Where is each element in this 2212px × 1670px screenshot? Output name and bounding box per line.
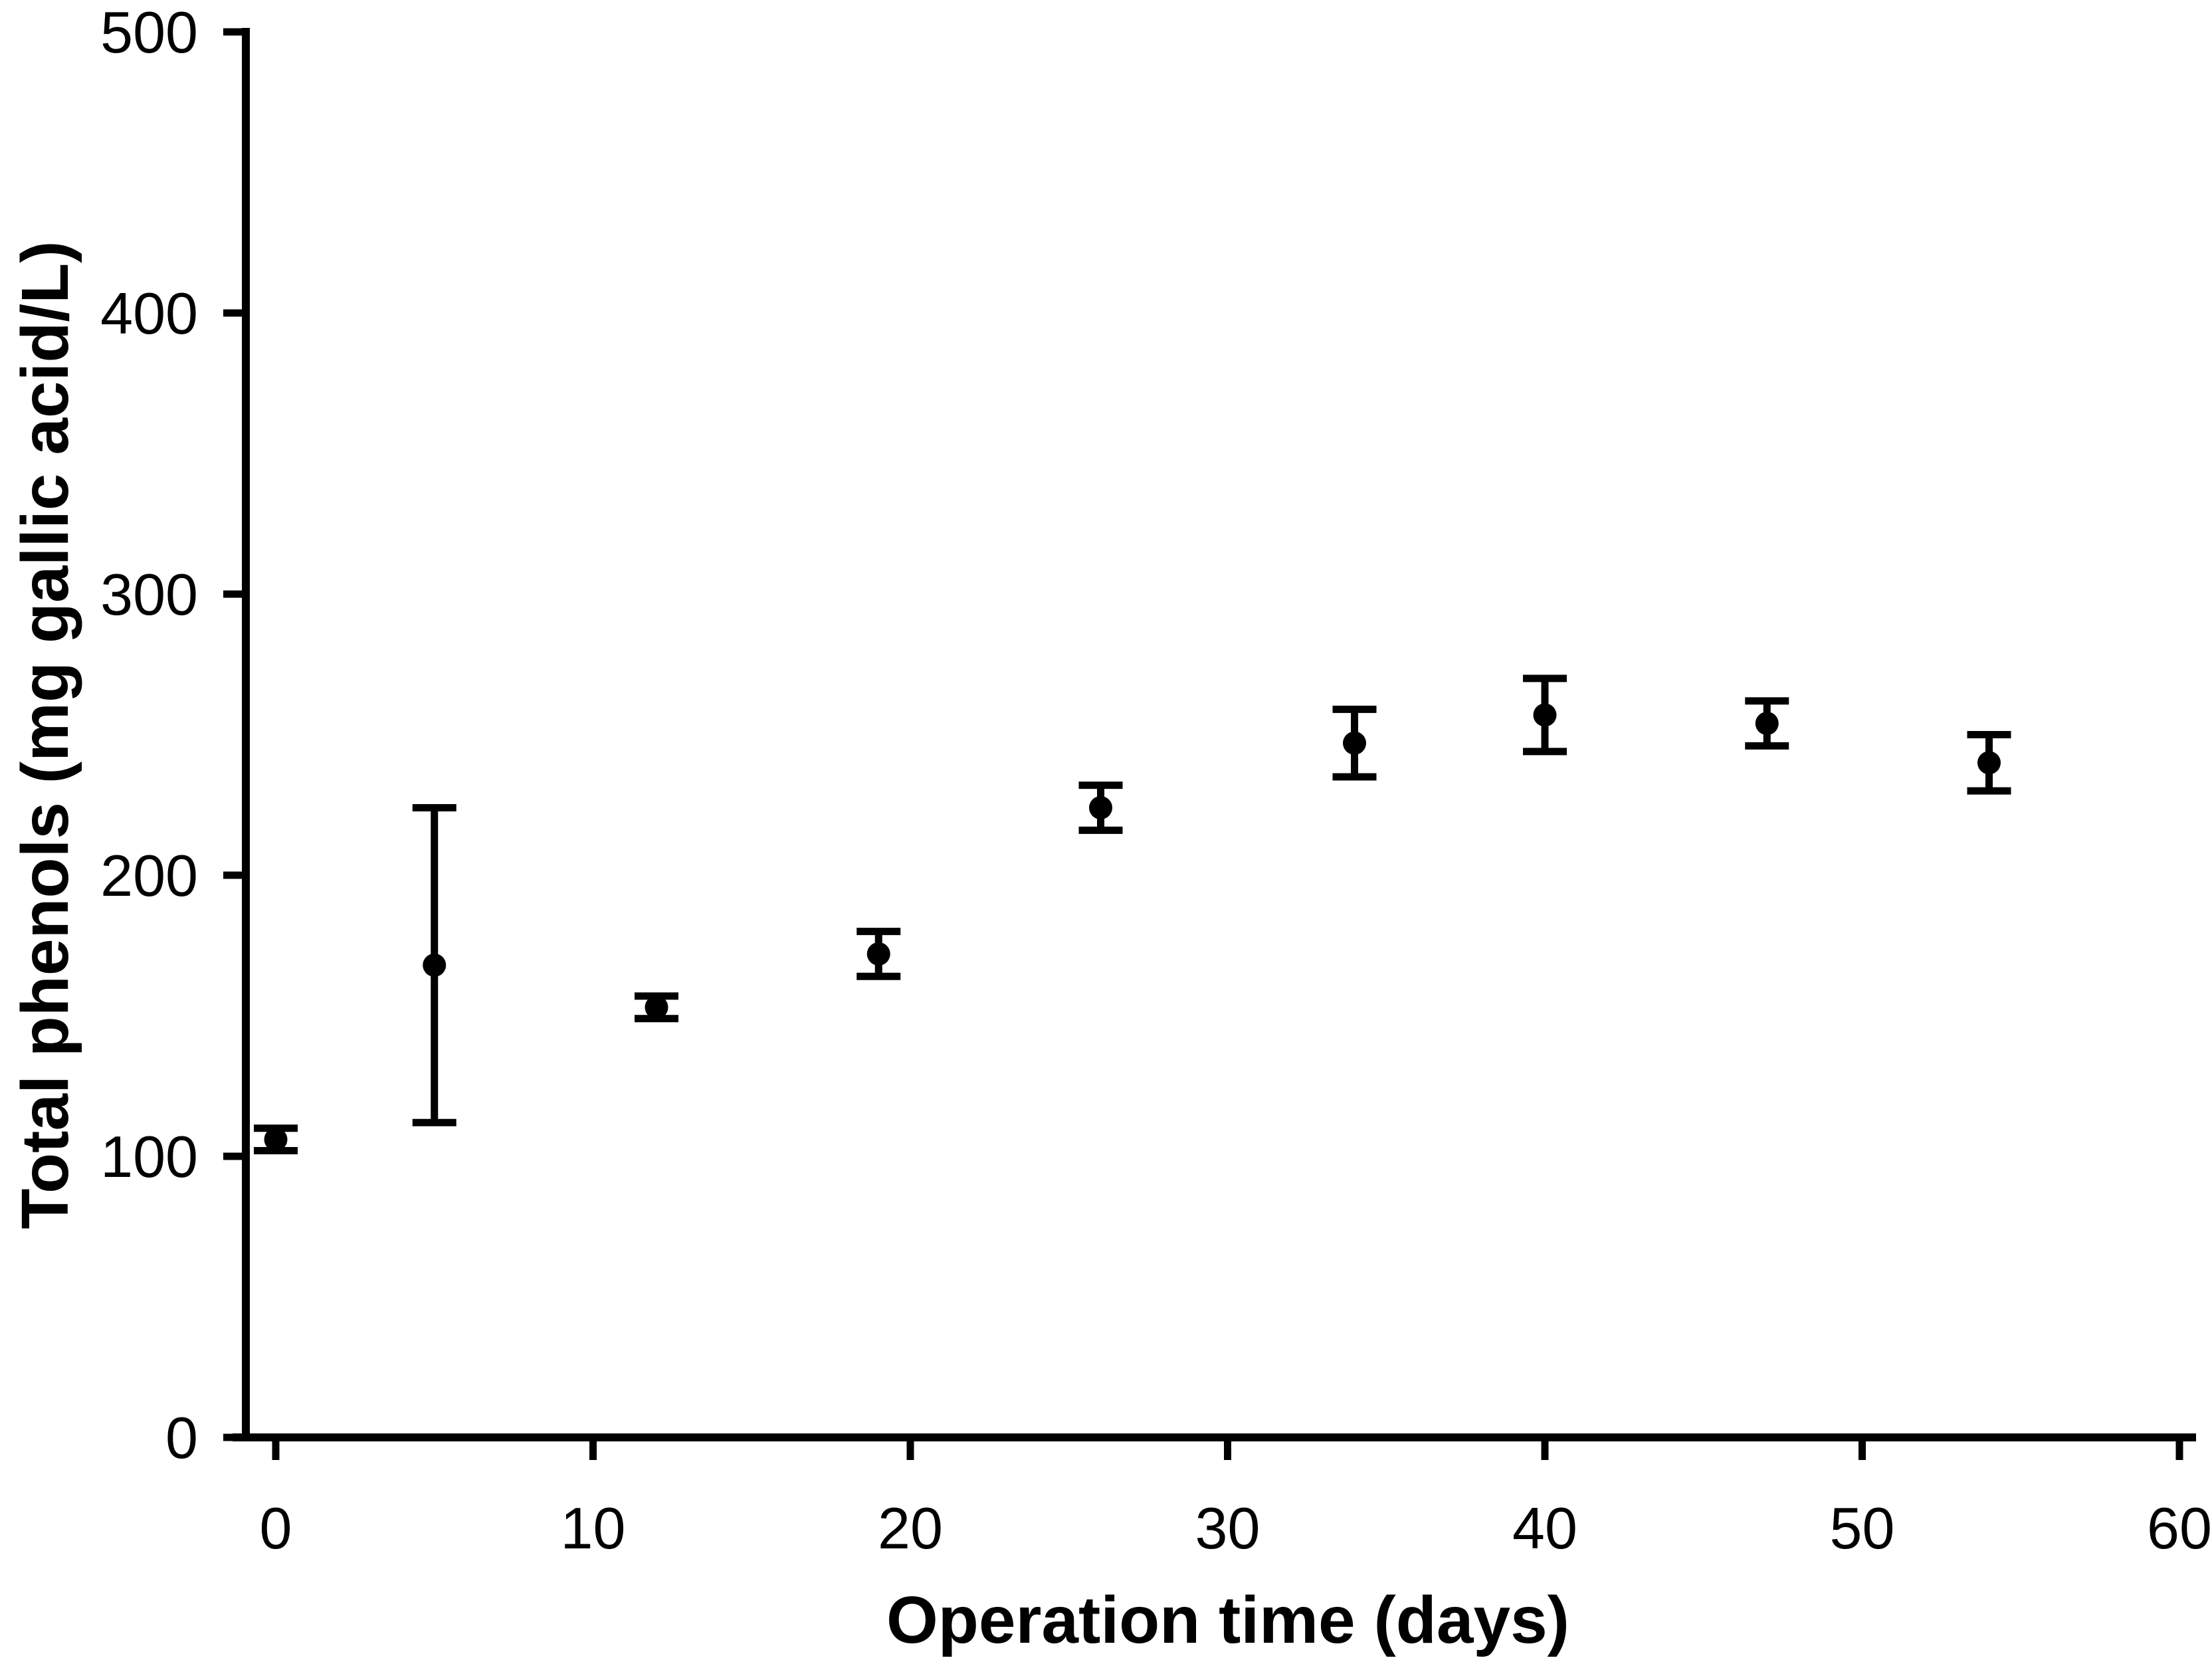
x-tick-label: 30: [1195, 1495, 1260, 1561]
x-tick-label: 50: [1830, 1495, 1895, 1561]
data-point: [645, 995, 668, 1019]
x-tick-label: 0: [260, 1495, 292, 1561]
y-tick-label: 100: [100, 1124, 198, 1190]
y-tick-label: 300: [100, 562, 198, 627]
y-tick-label: 200: [100, 843, 198, 908]
y-axis-ticks: 0 100 200 300 400 500: [100, 0, 246, 1471]
x-tick-label: 60: [2147, 1495, 2212, 1561]
data-point: [1755, 712, 1779, 736]
data-point: [1343, 731, 1366, 755]
data-point: [866, 942, 890, 966]
x-tick-label: 10: [561, 1495, 626, 1561]
x-tick-label: 40: [1512, 1495, 1577, 1561]
x-tick-label: 20: [878, 1495, 943, 1561]
x-axis-ticks: 0 10 20 30 40 50 60: [260, 1437, 2212, 1561]
data-point: [1977, 751, 2001, 775]
data-point: [1089, 795, 1112, 819]
axes: [233, 28, 2196, 1441]
data-point: [264, 1128, 288, 1152]
data-point: [1533, 703, 1557, 727]
y-tick-label: 0: [165, 1405, 198, 1471]
y-axis-title: Total phenols (mg gallic acid/L): [8, 241, 82, 1229]
y-tick-label: 400: [100, 280, 198, 346]
data-point: [423, 953, 447, 977]
x-axis-title: Operation time (days): [886, 1583, 1569, 1657]
data-series: [254, 675, 2011, 1155]
y-tick-label: 500: [100, 0, 198, 65]
